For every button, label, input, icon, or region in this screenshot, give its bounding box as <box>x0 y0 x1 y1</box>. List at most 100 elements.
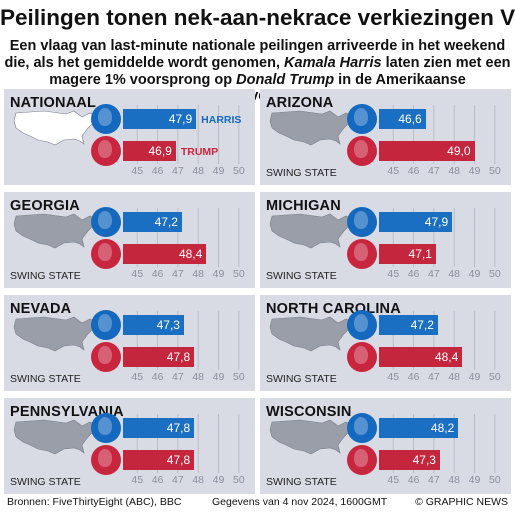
us-map-icon <box>13 213 97 249</box>
trump-portrait-icon <box>91 136 121 166</box>
us-map-icon <box>269 419 353 455</box>
trump-bar: 47,3 <box>379 450 440 470</box>
harris-bar: 46,6 <box>379 109 426 129</box>
subtitle-trump: Donald Trump <box>236 71 335 88</box>
tick-label: 48 <box>192 474 205 486</box>
us-map-icon <box>269 213 353 249</box>
trump-portrait-icon <box>91 342 121 372</box>
tick-label: 50 <box>488 474 501 486</box>
footer-credit: © GRAPHIC NEWS <box>415 496 508 508</box>
tick-label: 45 <box>131 268 144 280</box>
footer-source: Bronnen: FiveThirtyEight (ABC), BBC <box>7 496 182 508</box>
swing-state-label: SWING STATE <box>266 270 337 282</box>
subtitle-part-2: laten zien met een magere 1% voorsprong … <box>49 54 511 88</box>
swing-state-label: SWING STATE <box>266 167 337 179</box>
trump-bar: 46,9 <box>123 141 176 161</box>
tick-label: 47 <box>428 165 440 177</box>
tick-label: 50 <box>488 371 501 383</box>
harris-bar: 47,2 <box>379 315 438 335</box>
tick-label: 47 <box>172 268 184 280</box>
state-panel: ARIZONA SWING STATE 46,6 49,0 45 46 47 48 49 50 <box>260 89 511 185</box>
harris-portrait-icon <box>91 104 121 134</box>
tick-label: 46 <box>407 474 420 486</box>
tick-label: 49 <box>468 268 481 280</box>
us-map-icon <box>13 316 97 352</box>
tick-label: 45 <box>387 165 400 177</box>
swing-state-label: SWING STATE <box>266 476 337 488</box>
tick-label: 45 <box>131 371 144 383</box>
tick-label: 48 <box>192 371 205 383</box>
trump-bar: 49,0 <box>379 141 475 161</box>
tick-label: 50 <box>232 474 245 486</box>
tick-label: 49 <box>212 371 225 383</box>
harris-portrait-icon <box>347 310 377 340</box>
harris-portrait-icon <box>91 413 121 443</box>
state-panel: GEORGIA SWING STATE 47,2 48,4 45 46 47 48 49 50 <box>4 192 255 288</box>
harris-bar: 47,2 <box>123 212 182 232</box>
trump-portrait-icon <box>347 136 377 166</box>
harris-portrait-icon <box>347 207 377 237</box>
trump-portrait-icon <box>347 445 377 475</box>
us-map-icon <box>13 110 97 146</box>
tick-label: 46 <box>407 268 420 280</box>
tick-label: 46 <box>151 268 164 280</box>
tick-label: 49 <box>212 268 225 280</box>
tick-label: 50 <box>232 268 245 280</box>
trump-bar: 48,4 <box>123 244 207 264</box>
tick-label: 46 <box>407 371 420 383</box>
us-map-icon <box>269 110 353 146</box>
harris-portrait-icon <box>347 104 377 134</box>
panel-graphic <box>13 105 240 164</box>
tick-label: 46 <box>151 371 164 383</box>
tick-label: 45 <box>131 474 144 486</box>
panel-title: MICHIGAN <box>266 198 341 214</box>
page-title: Peilingen tonen nek-aan-nekrace verkiezi… <box>0 5 515 30</box>
state-panel: NEVADA SWING STATE 47,3 47,8 45 46 47 48 49 50 <box>4 295 255 391</box>
subtitle-part-1: Een vlaag van last-minute nationale peil… <box>4 38 506 71</box>
us-map-icon <box>13 419 97 455</box>
tick-label: 50 <box>488 165 501 177</box>
harris-bar: 47,8 <box>123 418 195 438</box>
panel-title: NEVADA <box>10 301 72 317</box>
trump-portrait-icon <box>91 239 121 269</box>
tick-label: 50 <box>232 165 245 177</box>
tick-label: 46 <box>407 165 420 177</box>
tick-label: 46 <box>151 474 164 486</box>
tick-label: 45 <box>387 474 400 486</box>
tick-label: 49 <box>468 371 481 383</box>
panel-title: NATIONAAL <box>10 95 97 111</box>
legend-harris: HARRIS <box>201 114 242 126</box>
us-map-icon <box>269 316 353 352</box>
tick-label: 48 <box>448 371 461 383</box>
swing-state-label: SWING STATE <box>10 373 81 385</box>
trump-bar: 47,8 <box>123 450 195 470</box>
tick-label: 49 <box>468 165 481 177</box>
swing-state-label: SWING STATE <box>10 476 81 488</box>
trump-portrait-icon <box>347 342 377 372</box>
harris-portrait-icon <box>91 207 121 237</box>
trump-bar: 47,1 <box>379 244 436 264</box>
tick-label: 48 <box>192 268 205 280</box>
subtitle-harris: Kamala Harris <box>284 54 382 71</box>
tick-label: 46 <box>151 165 164 177</box>
tick-label: 45 <box>387 371 400 383</box>
panel-title: WISCONSIN <box>266 404 352 420</box>
tick-label: 47 <box>172 474 184 486</box>
tick-label: 45 <box>387 268 400 280</box>
state-panel: NORTH CAROLINA SWING STATE 47,2 48,4 45 46 47 4… <box>260 295 511 391</box>
tick-label: 48 <box>192 165 205 177</box>
state-panel: WISCONSIN SWING STATE 48,2 47,3 45 46 47 48 49 50 <box>260 398 511 494</box>
harris-bar: 48,2 <box>379 418 459 438</box>
trump-bar: 48,4 <box>379 347 463 367</box>
harris-bar: 47,3 <box>123 315 184 335</box>
tick-label: 47 <box>428 474 440 486</box>
state-panel: PENNSYLVANIA SWING STATE 47,8 47,8 45 46 47 48 4… <box>4 398 255 494</box>
tick-label: 50 <box>232 371 245 383</box>
tick-label: 48 <box>448 165 461 177</box>
trump-portrait-icon <box>347 239 377 269</box>
tick-label: 49 <box>212 474 225 486</box>
tick-label: 49 <box>212 165 225 177</box>
swing-state-label: SWING STATE <box>266 373 337 385</box>
tick-label: 47 <box>172 371 184 383</box>
panel-title: ARIZONA <box>266 95 334 111</box>
